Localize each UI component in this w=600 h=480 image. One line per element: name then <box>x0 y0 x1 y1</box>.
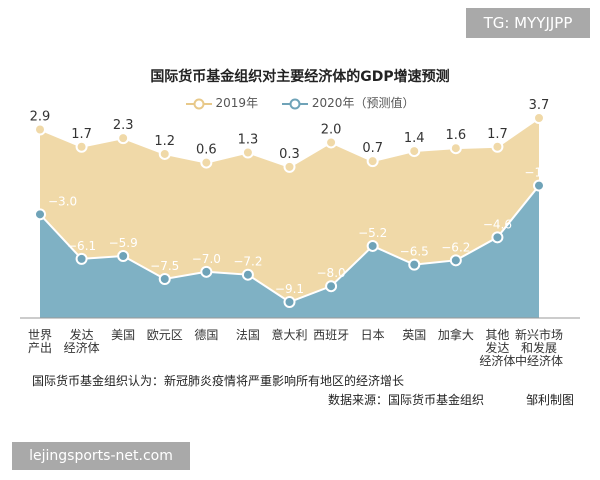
point-2020 <box>449 254 462 267</box>
data-label-2020: −6.1 <box>67 239 96 253</box>
point-2019 <box>283 160 296 173</box>
point-2019 <box>158 147 171 160</box>
data-label-2019: 2.0 <box>321 122 342 137</box>
x-tick-label: 意大利 <box>271 327 307 342</box>
point-2020 <box>283 296 296 308</box>
chart-author: 邹利制图 <box>526 393 575 407</box>
point-2019 <box>117 132 130 145</box>
x-tick-label: 世界 <box>28 328 52 342</box>
point-2020 <box>408 258 421 271</box>
data-label-2019: 2.3 <box>113 118 134 133</box>
point-2019 <box>533 112 545 124</box>
x-tick-label: 经济体 <box>64 340 100 355</box>
x-tick-label: 新兴市场 <box>515 327 563 342</box>
point-2019 <box>325 136 338 149</box>
chart-title: 国际货币基金组织对主要经济体的GDP增速预测 <box>150 69 450 85</box>
chart-note: 国际货币基金组织认为：新冠肺炎疫情将严重影响所有地区的经济增长 <box>32 374 405 388</box>
x-tick-label: 经济体 <box>479 353 515 368</box>
legend-item-2019: 2019年 <box>185 94 259 111</box>
point-2019 <box>34 123 46 136</box>
legend-label-2020: 2020年（预测值） <box>311 96 415 110</box>
data-label-2020: −7.5 <box>150 259 179 273</box>
point-2020 <box>117 250 130 262</box>
data-label-2020: −9.1 <box>275 282 304 296</box>
data-label-2020: −6.5 <box>400 245 429 259</box>
watermark-site: lejingsports-net.com <box>12 442 190 470</box>
x-tick-label: 发达 <box>485 340 509 355</box>
legend-marker-2020 <box>281 98 308 109</box>
x-tick-label: 英国 <box>402 328 426 342</box>
data-label-2019: 1.7 <box>487 127 508 142</box>
legend-marker-2019 <box>185 98 212 109</box>
point-2019 <box>366 155 379 168</box>
x-tick-label: 法国 <box>236 328 260 342</box>
x-tick-label: 其他 <box>485 328 509 342</box>
data-label-2020: −5.2 <box>358 226 387 240</box>
data-label-2019: 2.9 <box>30 110 51 125</box>
data-label-2019: 1.3 <box>238 133 259 148</box>
data-label-2020: −7.2 <box>233 255 262 269</box>
data-label-2019: 0.3 <box>279 147 300 162</box>
data-source: 数据来源：国际货币基金组织 <box>328 393 485 407</box>
point-2020 <box>533 179 545 192</box>
x-tick-label: 加拿大 <box>438 327 474 342</box>
point-2019 <box>75 140 88 153</box>
x-tick-label: 中经济体 <box>515 353 563 368</box>
x-tick-label: 发达 <box>70 327 94 342</box>
point-2020 <box>491 231 504 244</box>
data-label-2020: −6.2 <box>441 240 470 254</box>
point-2019 <box>408 145 421 158</box>
data-label-2019: 0.7 <box>362 141 383 156</box>
point-2020 <box>75 252 88 265</box>
x-tick-label: 日本 <box>361 328 385 342</box>
point-2019 <box>241 146 254 159</box>
point-2019 <box>449 142 462 155</box>
x-tick-label: 德国 <box>194 327 218 342</box>
legend-label-2019: 2019年 <box>215 96 259 110</box>
legend: 2019年 2020年（预测值） <box>0 94 600 111</box>
x-tick-label: 西班牙 <box>313 328 349 342</box>
point-2020 <box>200 265 213 278</box>
x-tick-label: 美国 <box>111 328 135 342</box>
watermark-tg: TG: MYYJJPP <box>466 8 590 38</box>
point-2019 <box>491 140 504 153</box>
data-label-2020: −4.6 <box>483 217 512 231</box>
point-2020 <box>158 273 171 285</box>
point-2020 <box>366 239 379 252</box>
data-label-2019: 1.6 <box>445 128 466 143</box>
data-label-2020: −7.0 <box>192 252 221 266</box>
data-label-2019: 0.6 <box>196 143 217 158</box>
data-label-2019: 1.4 <box>404 131 425 146</box>
data-label-2020: −8.0 <box>317 266 346 280</box>
data-label-2019: 1.7 <box>71 127 92 142</box>
legend-item-2020: 2020年（预测值） <box>281 94 415 111</box>
point-2020 <box>241 268 254 281</box>
x-tick-label: 欧元区 <box>147 328 183 342</box>
data-label-2020: −5.9 <box>109 236 138 250</box>
point-2019 <box>200 156 213 169</box>
data-label-2019: 1.2 <box>154 134 175 149</box>
point-2020 <box>325 280 338 293</box>
x-tick-label: 产出 <box>28 341 52 355</box>
data-label-2019: 3.7 <box>529 98 550 113</box>
data-label-2020: −1.0 <box>524 166 553 180</box>
point-2020 <box>34 208 46 221</box>
data-label-2020: −3.0 <box>48 194 77 208</box>
x-tick-label: 和发展 <box>521 340 557 355</box>
